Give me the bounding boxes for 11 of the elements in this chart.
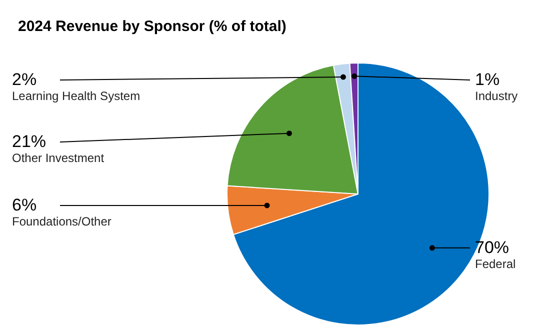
data-label: 6% bbox=[12, 195, 37, 214]
data-label: 21% bbox=[12, 132, 46, 151]
slice-label: Federal bbox=[475, 256, 516, 271]
data-label: 70% bbox=[475, 238, 510, 257]
slice-label: Foundations/Other bbox=[12, 214, 112, 228]
slice-label: Industry bbox=[475, 89, 518, 103]
slice-label: Learning Health System bbox=[12, 89, 140, 103]
data-label: 1% bbox=[475, 70, 500, 89]
slice-label: Other Investment bbox=[12, 151, 105, 165]
chart-title: 2024 Revenue by Sponsor (% of total) bbox=[18, 18, 286, 35]
data-label: 2% bbox=[12, 70, 37, 89]
